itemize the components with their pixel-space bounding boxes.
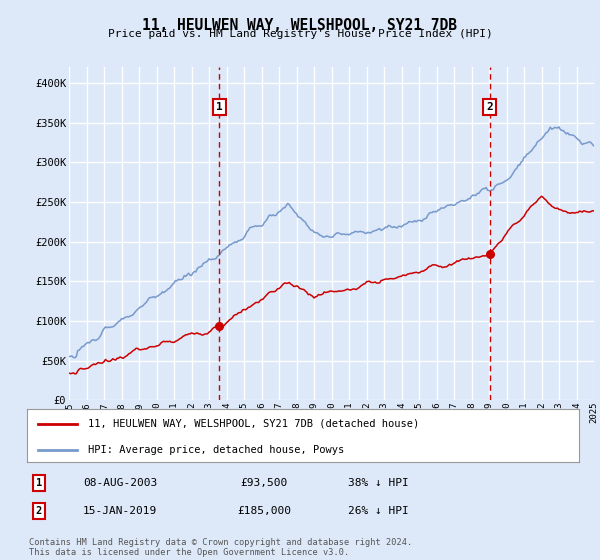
Text: £93,500: £93,500 (241, 478, 287, 488)
Text: 1: 1 (216, 102, 223, 112)
Text: 38% ↓ HPI: 38% ↓ HPI (347, 478, 409, 488)
Text: 2: 2 (487, 102, 493, 112)
Text: HPI: Average price, detached house, Powys: HPI: Average price, detached house, Powy… (88, 445, 344, 455)
Text: 11, HEULWEN WAY, WELSHPOOL, SY21 7DB (detached house): 11, HEULWEN WAY, WELSHPOOL, SY21 7DB (de… (88, 419, 419, 429)
Text: Contains HM Land Registry data © Crown copyright and database right 2024.
This d: Contains HM Land Registry data © Crown c… (29, 538, 412, 557)
Text: 08-AUG-2003: 08-AUG-2003 (83, 478, 157, 488)
Text: Price paid vs. HM Land Registry's House Price Index (HPI): Price paid vs. HM Land Registry's House … (107, 29, 493, 39)
Text: £185,000: £185,000 (237, 506, 291, 516)
Text: 26% ↓ HPI: 26% ↓ HPI (347, 506, 409, 516)
Text: 11, HEULWEN WAY, WELSHPOOL, SY21 7DB: 11, HEULWEN WAY, WELSHPOOL, SY21 7DB (143, 18, 458, 34)
Text: 1: 1 (36, 478, 42, 488)
Text: 2: 2 (36, 506, 42, 516)
Text: 15-JAN-2019: 15-JAN-2019 (83, 506, 157, 516)
